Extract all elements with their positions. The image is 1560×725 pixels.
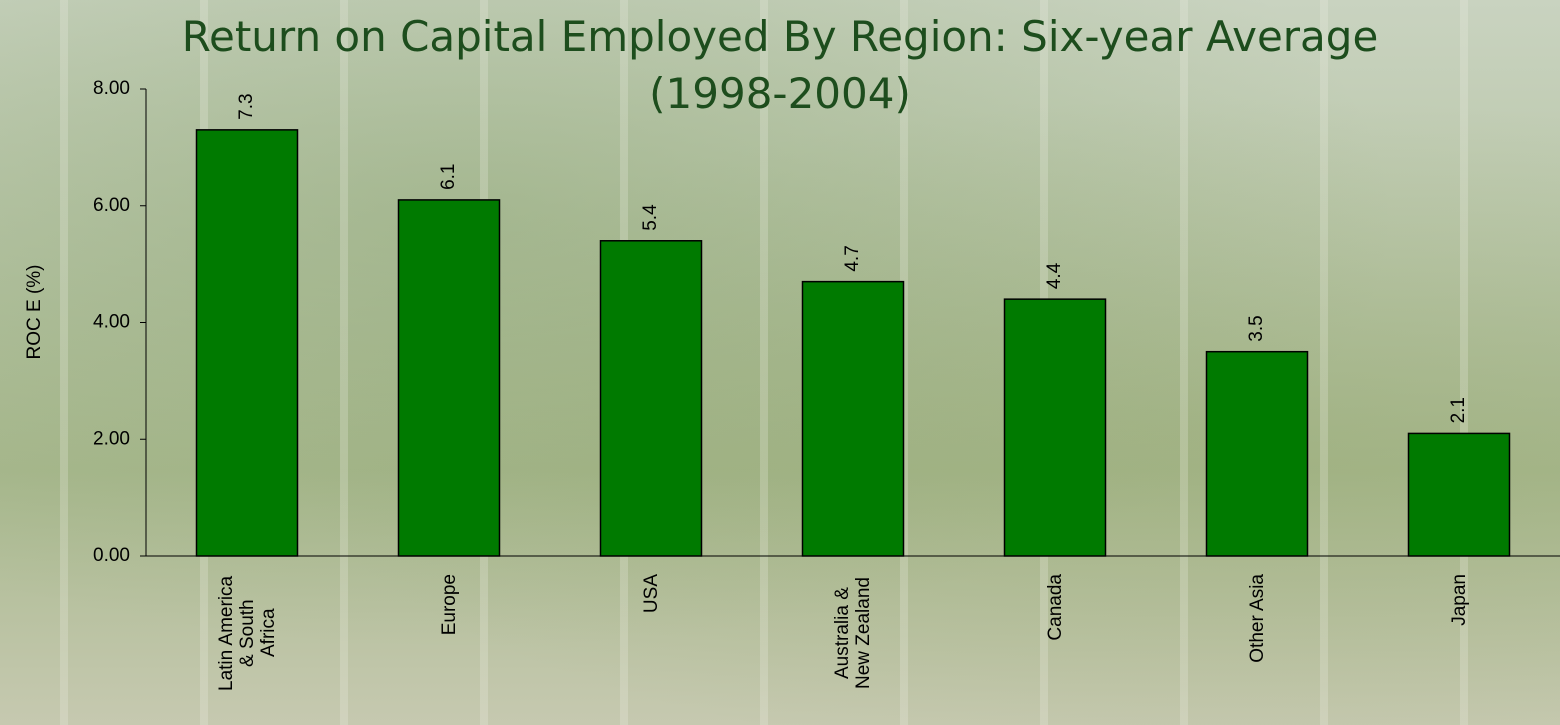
- data-label: 3.5: [1246, 315, 1267, 341]
- y-axis-label: ROC E (%): [24, 265, 45, 360]
- data-label: 4.7: [842, 245, 863, 271]
- x-tick-label: USA: [640, 574, 662, 614]
- chart-title: Return on Capital Employed By Region: Si…: [181, 12, 1379, 118]
- x-tick-label: Australia & New Zealand: [832, 577, 874, 689]
- data-label: 7.3: [236, 93, 257, 119]
- data-label: 2.1: [1448, 397, 1469, 423]
- y-tick-label: 0.00: [93, 545, 130, 566]
- x-tick-label: Japan: [1448, 574, 1470, 626]
- bar: [801, 280, 905, 557]
- bar: [1003, 298, 1107, 557]
- bar: [1407, 432, 1511, 557]
- bar: [599, 240, 703, 557]
- y-tick-label: 4.00: [93, 312, 130, 333]
- x-tick-label: Latin America & South Africa: [215, 575, 279, 691]
- x-tick-label: Other Asia: [1246, 574, 1268, 663]
- x-tick-label: Europe: [438, 574, 460, 636]
- bar: [1205, 350, 1309, 557]
- x-tick-label: Canada: [1044, 574, 1066, 641]
- data-label: 6.1: [438, 163, 459, 189]
- y-tick-label: 6.00: [93, 195, 130, 216]
- data-label: 5.4: [640, 204, 661, 231]
- y-tick-label: 8.00: [93, 78, 130, 99]
- bar: [195, 129, 299, 557]
- y-tick-label: 2.00: [93, 428, 130, 449]
- data-label: 4.4: [1044, 262, 1065, 289]
- bar: [397, 199, 501, 557]
